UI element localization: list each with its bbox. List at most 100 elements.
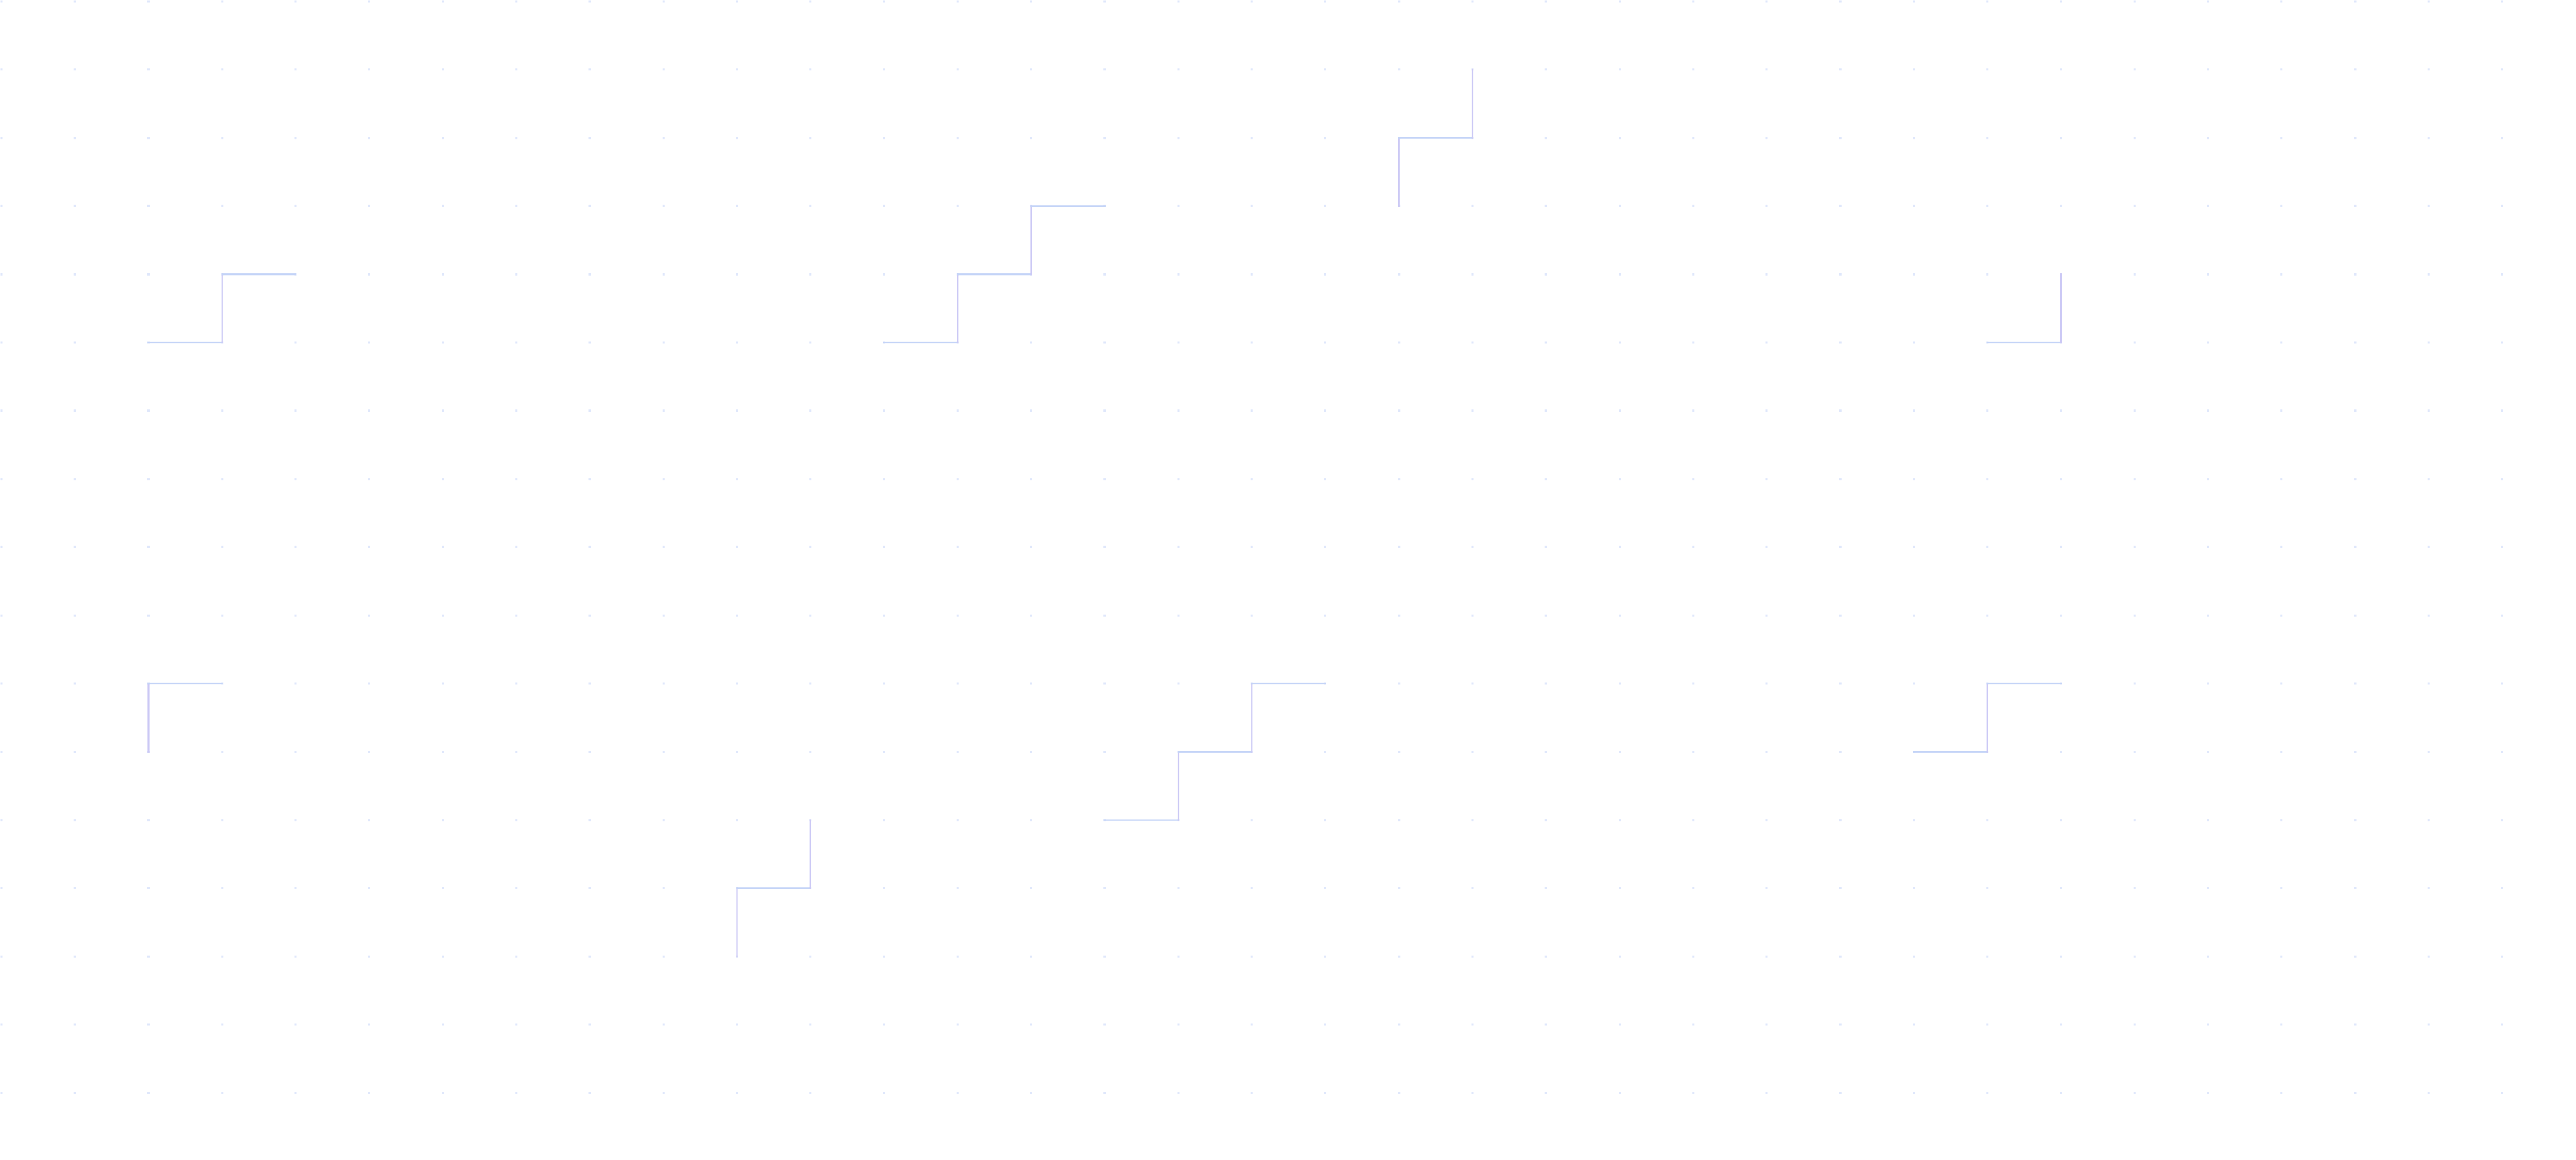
grid-dot — [1250, 68, 1253, 71]
grid-dot — [809, 955, 812, 958]
grid-dot — [1913, 273, 1915, 276]
grid-dot — [2060, 68, 2062, 71]
grid-dot — [221, 137, 224, 140]
grid-dot — [2133, 887, 2136, 889]
grid-dot — [1398, 545, 1401, 548]
step-line — [147, 682, 223, 753]
grid-dot — [1471, 682, 1474, 685]
grid-dot — [1103, 614, 1106, 617]
grid-dot — [1692, 887, 1695, 889]
grid-dot — [221, 1092, 224, 1094]
grid-dot — [1177, 682, 1180, 685]
grid-dot — [956, 682, 959, 685]
grid-dot — [368, 204, 370, 207]
grid-dot — [2207, 887, 2209, 889]
grid-dot — [442, 409, 444, 412]
grid-dot — [1103, 273, 1106, 276]
grid-dot — [1692, 682, 1695, 685]
grid-dot — [73, 887, 76, 889]
grid-dot — [0, 0, 3, 3]
grid-dot — [1619, 682, 1621, 685]
grid-dot — [73, 478, 76, 481]
grid-dot — [515, 819, 518, 822]
grid-dot — [1471, 204, 1474, 207]
grid-dot — [2427, 1023, 2430, 1026]
grid-dot — [147, 204, 150, 207]
grid-dot — [1398, 955, 1401, 958]
grid-dot — [2354, 0, 2357, 3]
grid-dot — [1103, 68, 1106, 71]
grid-dot — [956, 409, 959, 412]
grid-dot — [1177, 887, 1180, 889]
grid-dot — [1913, 955, 1915, 958]
grid-dot — [588, 614, 591, 617]
grid-dot — [2280, 751, 2283, 753]
grid-dot — [1471, 1023, 1474, 1026]
grid-dot — [368, 68, 370, 71]
grid-dot — [147, 1023, 150, 1026]
grid-dot — [2354, 614, 2357, 617]
grid-dot — [1471, 545, 1474, 548]
grid-dot — [221, 478, 224, 481]
grid-dot — [588, 0, 591, 3]
grid-dot — [73, 137, 76, 140]
grid-dot — [1250, 887, 1253, 889]
grid-dot — [2133, 409, 2136, 412]
grid-dot — [2133, 545, 2136, 548]
grid-dot — [73, 204, 76, 207]
grid-dot — [1692, 751, 1695, 753]
grid-dot — [1250, 1023, 1253, 1026]
grid-dot — [1544, 682, 1547, 685]
grid-dot — [1839, 1092, 1842, 1094]
grid-dot — [1030, 68, 1032, 71]
grid-dot — [1765, 341, 1768, 344]
grid-dot — [2501, 545, 2503, 548]
grid-dot — [2060, 0, 2062, 3]
grid-dot — [442, 751, 444, 753]
step-line — [147, 273, 297, 344]
grid-dot — [1250, 1092, 1253, 1094]
grid-dot — [2060, 887, 2062, 889]
grid-dot — [1913, 1023, 1915, 1026]
grid-dot — [2354, 204, 2357, 207]
grid-dot — [1103, 1092, 1106, 1094]
grid-dot — [1986, 819, 1989, 822]
grid-dot — [1544, 1092, 1547, 1094]
grid-dot — [221, 409, 224, 412]
grid-dot — [2060, 614, 2062, 617]
grid-dot — [147, 68, 150, 71]
grid-dot — [736, 0, 738, 3]
grid-dot — [294, 0, 297, 3]
grid-dot — [2280, 682, 2283, 685]
grid-dot — [1986, 1023, 1989, 1026]
grid-dot — [221, 1023, 224, 1026]
grid-dot — [1913, 545, 1915, 548]
grid-dot — [1030, 614, 1032, 617]
grid-dot — [1765, 1023, 1768, 1026]
grid-dot — [662, 204, 665, 207]
grid-dot — [1765, 819, 1768, 822]
grid-dot — [1839, 955, 1842, 958]
grid-dot — [0, 887, 3, 889]
grid-dot — [2060, 751, 2062, 753]
grid-dot — [368, 614, 370, 617]
grid-dot — [883, 1023, 886, 1026]
grid-dot — [662, 478, 665, 481]
grid-dot — [1250, 819, 1253, 822]
grid-dot — [73, 955, 76, 958]
grid-dot — [2354, 137, 2357, 140]
grid-dot — [2207, 682, 2209, 685]
grid-dot — [2133, 1092, 2136, 1094]
grid-dot — [1324, 478, 1326, 481]
grid-dot — [1986, 137, 1989, 140]
grid-dot — [1913, 1092, 1915, 1094]
grid-dot — [2354, 545, 2357, 548]
grid-dot — [2501, 819, 2503, 822]
grid-dot — [294, 1023, 297, 1026]
grid-dot — [883, 751, 886, 753]
grid-dot — [1250, 204, 1253, 207]
grid-dot — [294, 614, 297, 617]
grid-dot — [1324, 751, 1326, 753]
grid-dot — [2060, 137, 2062, 140]
grid-dot — [147, 137, 150, 140]
